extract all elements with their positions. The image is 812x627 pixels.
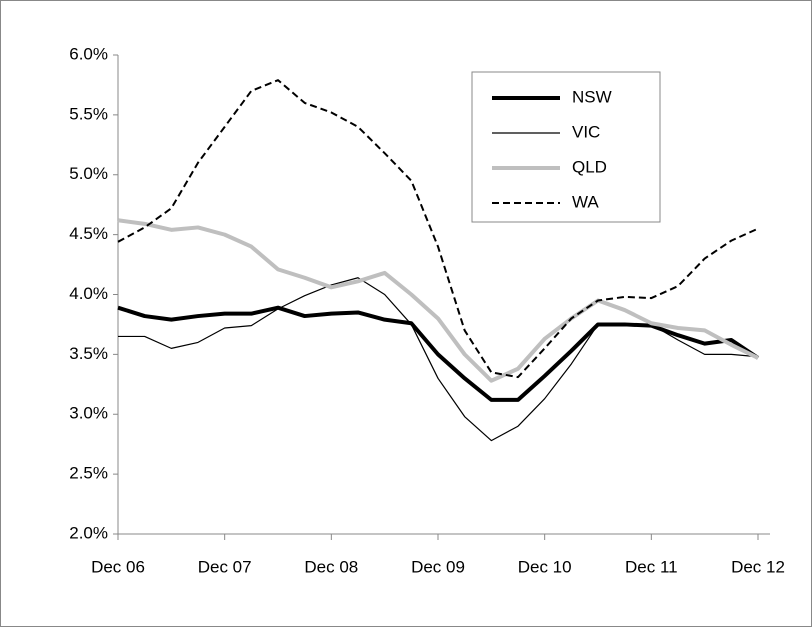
series-line xyxy=(117,79,759,379)
y-tick-label: 4.0% xyxy=(69,284,108,303)
legend-box xyxy=(471,71,661,223)
x-tick-label: Dec 11 xyxy=(625,557,678,576)
x-tick-label: Dec 08 xyxy=(304,557,358,576)
y-tick-label: 2.5% xyxy=(69,464,108,483)
series-line xyxy=(117,218,759,383)
x-tick-label: Dec 07 xyxy=(198,557,252,576)
y-tick-label: 5.0% xyxy=(69,164,108,183)
legend-label: VIC xyxy=(572,122,600,141)
x-tick-label: Dec 10 xyxy=(518,557,572,576)
y-tick-label: 6.0% xyxy=(69,44,108,63)
series-line xyxy=(117,305,760,402)
x-tick-label: Dec 09 xyxy=(411,557,465,576)
legend-label: WA xyxy=(572,192,599,211)
y-tick-label: 3.5% xyxy=(69,344,108,363)
y-tick-label: 2.0% xyxy=(69,523,108,542)
x-tick-label: Dec 12 xyxy=(731,557,785,576)
legend-label: QLD xyxy=(572,157,607,176)
y-tick-label: 4.5% xyxy=(69,224,108,243)
legend-label: NSW xyxy=(572,87,612,106)
y-tick-label: 5.5% xyxy=(69,104,108,123)
x-tick-label: Dec 06 xyxy=(91,557,145,576)
y-tick-label: 3.0% xyxy=(69,404,108,423)
